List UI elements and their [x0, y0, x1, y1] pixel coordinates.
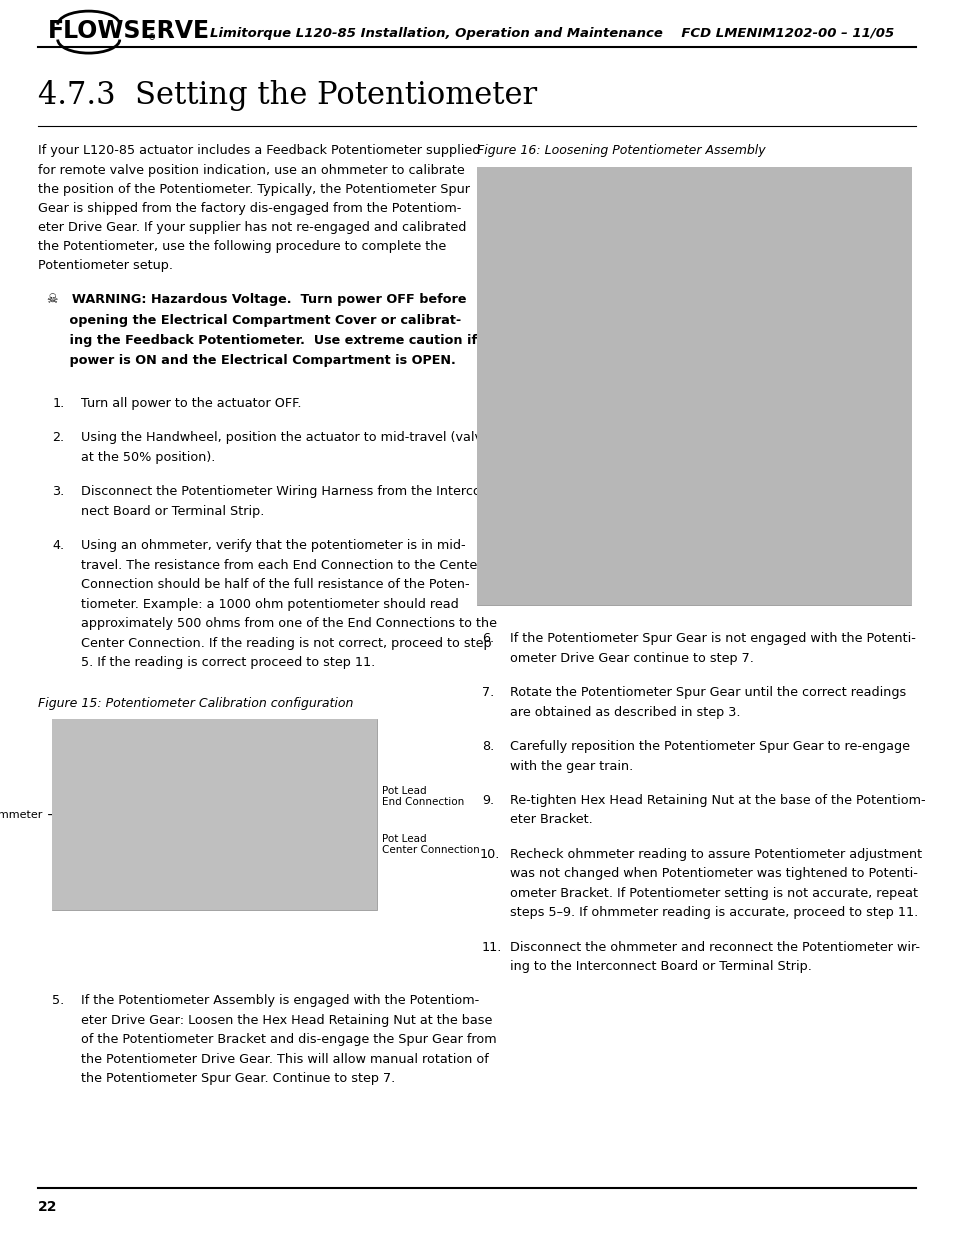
Text: Re-tighten Hex Head Retaining Nut at the base of the Potentiom-: Re-tighten Hex Head Retaining Nut at the…	[510, 794, 925, 806]
Text: ing the Feedback Potentiometer.  Use extreme caution if: ing the Feedback Potentiometer. Use extr…	[38, 333, 476, 347]
Text: the Potentiometer, use the following procedure to complete the: the Potentiometer, use the following pro…	[38, 240, 446, 253]
Text: Hex Head
Retaining Nut: Hex Head Retaining Nut	[515, 198, 591, 259]
Text: are obtained as described in step 3.: are obtained as described in step 3.	[510, 705, 740, 719]
Text: the Potentiometer Spur Gear. Continue to step 7.: the Potentiometer Spur Gear. Continue to…	[81, 1072, 395, 1086]
Text: 1.: 1.	[52, 396, 65, 410]
Text: Figure 16: Loosening Potentiometer Assembly: Figure 16: Loosening Potentiometer Assem…	[476, 144, 765, 158]
FancyBboxPatch shape	[476, 167, 910, 605]
Text: the Potentiometer Drive Gear. This will allow manual rotation of: the Potentiometer Drive Gear. This will …	[81, 1052, 488, 1066]
Text: Figure 15: Potentiometer Calibration configuration: Figure 15: Potentiometer Calibration con…	[38, 697, 354, 710]
Text: travel. The resistance from each End Connection to the Center: travel. The resistance from each End Con…	[81, 558, 482, 572]
Text: Gear is shipped from the factory dis-engaged from the Potentiom-: Gear is shipped from the factory dis-eng…	[38, 201, 461, 215]
Text: FLOWSERVE: FLOWSERVE	[48, 19, 210, 43]
Text: Center Connection. If the reading is not correct, proceed to step: Center Connection. If the reading is not…	[81, 636, 491, 650]
Text: 4.7.3  Setting the Potentiometer: 4.7.3 Setting the Potentiometer	[38, 80, 537, 111]
Text: ometer Bracket. If Potentiometer setting is not accurate, repeat: ometer Bracket. If Potentiometer setting…	[510, 887, 918, 900]
Text: tiometer. Example: a 1000 ohm potentiometer should read: tiometer. Example: a 1000 ohm potentiome…	[81, 598, 458, 610]
Text: ®: ®	[148, 33, 156, 42]
Text: steps 5–9. If ohmmeter reading is accurate, proceed to step 11.: steps 5–9. If ohmmeter reading is accura…	[510, 906, 918, 919]
Text: 9.: 9.	[481, 794, 494, 806]
Text: 22: 22	[38, 1200, 57, 1214]
Text: 7.: 7.	[481, 687, 494, 699]
Text: for remote valve position indication, use an ohmmeter to calibrate: for remote valve position indication, us…	[38, 164, 464, 177]
Text: Connection should be half of the full resistance of the Poten-: Connection should be half of the full re…	[81, 578, 469, 592]
Text: eter Drive Gear. If your supplier has not re-engaged and calibrated: eter Drive Gear. If your supplier has no…	[38, 221, 466, 235]
Text: Limitorque L120-85 Installation, Operation and Maintenance    FCD LMENIM1202-00 : Limitorque L120-85 Installation, Operati…	[210, 27, 893, 40]
Text: 4.: 4.	[52, 538, 65, 552]
Text: Using the Handwheel, position the actuator to mid-travel (valve: Using the Handwheel, position the actuat…	[81, 431, 490, 445]
Text: nect Board or Terminal Strip.: nect Board or Terminal Strip.	[81, 505, 264, 517]
Text: of the Potentiometer Bracket and dis-engage the Spur Gear from: of the Potentiometer Bracket and dis-eng…	[81, 1034, 497, 1046]
Text: Pot Lead
Center Connection: Pot Lead Center Connection	[361, 834, 478, 856]
Text: eter Bracket.: eter Bracket.	[510, 814, 593, 826]
FancyBboxPatch shape	[52, 719, 376, 910]
Text: Rotate the Potentiometer Spur Gear until the correct readings: Rotate the Potentiometer Spur Gear until…	[510, 687, 905, 699]
Text: If the Potentiometer Spur Gear is not engaged with the Potenti-: If the Potentiometer Spur Gear is not en…	[510, 632, 915, 646]
Text: the position of the Potentiometer. Typically, the Potentiometer Spur: the position of the Potentiometer. Typic…	[38, 183, 470, 196]
Text: 5. If the reading is correct proceed to step 11.: 5. If the reading is correct proceed to …	[81, 656, 375, 669]
Text: 6.: 6.	[481, 632, 494, 646]
Text: eter Drive Gear: Loosen the Hex Head Retaining Nut at the base: eter Drive Gear: Loosen the Hex Head Ret…	[81, 1014, 492, 1026]
Text: 8.: 8.	[481, 740, 494, 753]
Text: Turn all power to the actuator OFF.: Turn all power to the actuator OFF.	[81, 396, 301, 410]
Text: power is ON and the Electrical Compartment is OPEN.: power is ON and the Electrical Compartme…	[38, 354, 456, 368]
Text: 11.: 11.	[481, 941, 501, 953]
Text: 5.: 5.	[52, 994, 65, 1008]
Text: approximately 500 ohms from one of the End Connections to the: approximately 500 ohms from one of the E…	[81, 618, 497, 630]
Text: 3.: 3.	[52, 485, 65, 498]
Text: Using an ohmmeter, verify that the potentiometer is in mid-: Using an ohmmeter, verify that the poten…	[81, 538, 465, 552]
Text: 2.: 2.	[52, 431, 65, 445]
Text: with the gear train.: with the gear train.	[510, 760, 633, 773]
Text: If the Potentiometer Assembly is engaged with the Potentiom-: If the Potentiometer Assembly is engaged…	[81, 994, 478, 1008]
Text: opening the Electrical Compartment Cover or calibrat-: opening the Electrical Compartment Cover…	[38, 314, 461, 327]
Text: Disconnect the Potentiometer Wiring Harness from the Intercon-: Disconnect the Potentiometer Wiring Harn…	[81, 485, 493, 498]
Text: If your L120-85 actuator includes a Feedback Potentiometer supplied: If your L120-85 actuator includes a Feed…	[38, 144, 480, 158]
Text: 10.: 10.	[479, 847, 499, 861]
Text: was not changed when Potentiometer was tightened to Potenti-: was not changed when Potentiometer was t…	[510, 867, 918, 881]
Text: Pot Lead
End Connection: Pot Lead End Connection	[361, 785, 463, 808]
Text: Pontentiometer
Drive Gear: Pontentiometer Drive Gear	[747, 277, 897, 348]
Text: Recheck ohmmeter reading to assure Potentiometer adjustment: Recheck ohmmeter reading to assure Poten…	[510, 847, 922, 861]
Text: ☠   WARNING: Hazardous Voltage.  Turn power OFF before: ☠ WARNING: Hazardous Voltage. Turn power…	[38, 293, 466, 306]
Text: Carefully reposition the Potentiometer Spur Gear to re-engage: Carefully reposition the Potentiometer S…	[510, 740, 909, 753]
Text: Pontentiometer
Spur Gear: Pontentiometer Spur Gear	[747, 189, 897, 261]
Text: Ohmmeter: Ohmmeter	[0, 810, 115, 820]
Text: Disconnect the ohmmeter and reconnect the Potentiometer wir-: Disconnect the ohmmeter and reconnect th…	[510, 941, 920, 953]
Text: at the 50% position).: at the 50% position).	[81, 451, 215, 464]
Text: ing to the Interconnect Board or Terminal Strip.: ing to the Interconnect Board or Termina…	[510, 960, 811, 973]
Text: ometer Drive Gear continue to step 7.: ometer Drive Gear continue to step 7.	[510, 652, 754, 664]
Text: Potentiometer setup.: Potentiometer setup.	[38, 259, 173, 273]
